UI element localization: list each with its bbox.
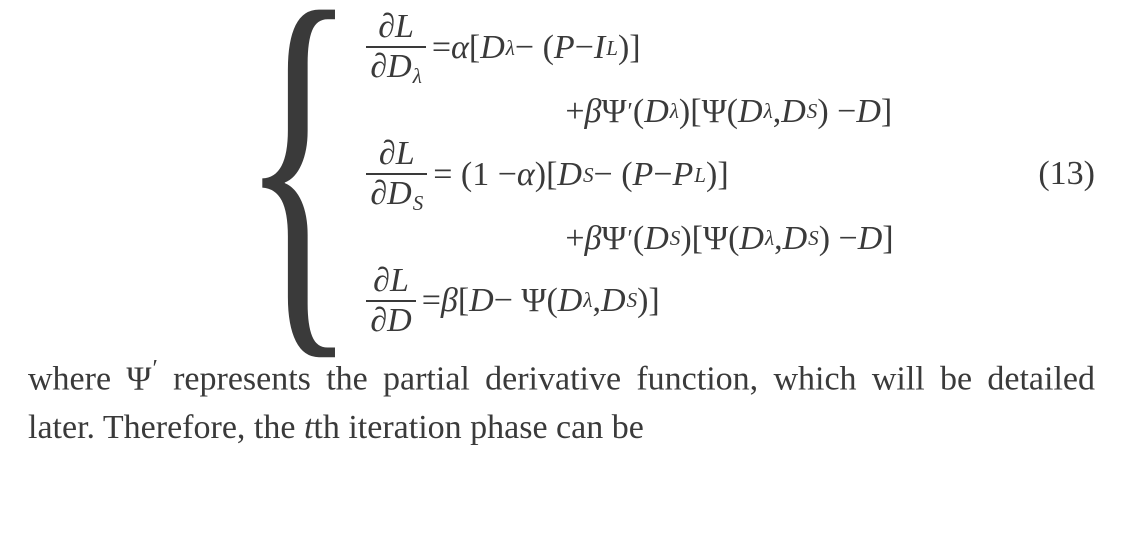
txt: − ( [594,156,633,194]
txt: ) − [819,220,858,258]
P: P [633,156,654,194]
sub: λ [506,36,515,61]
eq-line-1: ∂L ∂Dλ = α [ Dλ − ( P − IL )] [360,10,893,87]
txt: th iteration phase can be [313,409,643,446]
sub: λ [764,99,773,124]
txt: )[ [679,93,702,131]
eq-line-4: + β Ψ′ ( DS )[ Ψ( Dλ , DS ) − D ] [360,220,893,258]
eq-line-3: ∂L ∂DS = (1 − α )[ DS − ( P − PL )] [360,137,893,214]
D: D [738,93,763,131]
txt: − [653,156,672,194]
post-equation-text: where Ψ′ represents the partial derivati… [28,352,1095,452]
den-sub: S [413,191,424,215]
D: D [601,282,626,320]
psi: Ψ [601,220,626,258]
txt: − ( [515,29,554,67]
D: D [558,282,583,320]
txt: − Ψ( [494,282,558,320]
sub: λ [670,99,679,124]
plus: + [565,93,584,131]
den-d: ∂ [370,48,387,85]
bracket-open: [ [469,29,480,67]
plus: + [565,220,584,258]
bracket-open: [ [458,282,469,320]
txt: )[ [535,156,558,194]
txt: where Ψ [28,360,151,397]
page: { ∂L ∂Dλ = α [ Dλ − ( P − IL [0,0,1123,544]
beta: β [585,220,602,258]
bracket-close: )] [637,282,660,320]
comma: , [774,220,783,258]
bracket-close: ] [882,220,893,258]
num: ∂L [378,8,414,45]
paren: ( [633,93,644,131]
frac-dL-dDS: ∂L ∂DS [366,137,427,214]
D: D [783,220,808,258]
beta: β [441,282,458,320]
comma: , [773,93,782,131]
alpha: α [451,29,469,67]
frac-dL-dDlambda: ∂L ∂Dλ [366,10,426,87]
den-sub: λ [413,64,422,88]
left-brace: { [240,0,360,324]
txt: ) − [817,93,856,131]
paren: ( [633,220,644,258]
den-var: D [387,48,412,85]
frac-dL-dD: ∂L ∂D [366,264,415,338]
sub: L [606,36,618,61]
D: D [856,93,881,131]
equation-lines: ∂L ∂Dλ = α [ Dλ − ( P − IL )] + [360,10,893,338]
equation-body: { ∂L ∂Dλ = α [ Dλ − ( P − IL [28,10,1018,338]
num: ∂L [379,135,415,172]
comma: , [593,282,602,320]
sub: λ [583,288,592,313]
D: D [781,93,806,131]
D: D [739,220,764,258]
equation-row: { ∂L ∂Dλ = α [ Dλ − ( P − IL [28,10,1095,338]
eq-sign: = [422,282,441,320]
sub: L [694,163,706,188]
D: D [644,93,669,131]
sub: S [807,99,818,124]
t: t [304,409,313,446]
D: D [469,282,494,320]
equation-number: (13) [1018,155,1095,193]
txt: = (1 − [433,156,517,194]
bracket-close: )] [706,156,729,194]
bracket-close: )] [618,29,641,67]
sub: S [670,226,681,251]
D: D [557,156,582,194]
den-var: D [387,175,412,212]
den-d: ∂ [370,302,387,339]
D: D [480,29,505,67]
sub: S [808,226,819,251]
I: I [594,29,605,67]
beta: β [585,93,602,131]
bracket-close: ] [881,93,892,131]
sub: λ [765,226,774,251]
den-d: ∂ [370,175,387,212]
txt: )[ [680,220,703,258]
alpha: α [517,156,535,194]
eq-line-2: + β Ψ′ ( Dλ )[ Ψ( Dλ , DS ) − D ] [360,93,893,131]
P: P [554,29,575,67]
psi: Ψ( [703,220,739,258]
psi: Ψ( [702,93,738,131]
sub: S [583,163,594,188]
sub: S [627,288,638,313]
D: D [644,220,669,258]
txt: − [575,29,594,67]
P: P [673,156,694,194]
psi: Ψ [601,93,626,131]
eq-sign: = [432,29,451,67]
num: ∂L [373,262,409,299]
eq-line-5: ∂L ∂D = β [ D − Ψ( Dλ , DS )] [360,264,893,338]
D: D [858,220,883,258]
den-var: D [387,302,412,339]
